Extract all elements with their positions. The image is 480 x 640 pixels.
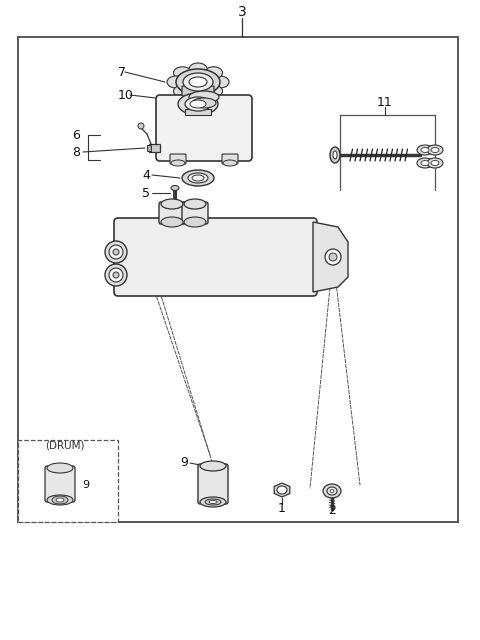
FancyBboxPatch shape [170,154,186,164]
Bar [185,109,211,115]
Ellipse shape [204,67,223,79]
FancyBboxPatch shape [182,86,214,96]
FancyBboxPatch shape [114,218,317,296]
Ellipse shape [188,173,208,183]
Ellipse shape [105,264,127,286]
Ellipse shape [189,63,207,75]
Ellipse shape [171,186,179,191]
Bar [147,145,151,151]
FancyBboxPatch shape [198,464,228,504]
Ellipse shape [427,145,443,155]
Ellipse shape [330,147,340,163]
Ellipse shape [173,85,192,97]
Ellipse shape [325,249,341,265]
Ellipse shape [183,73,213,91]
Text: 10: 10 [118,88,134,102]
Ellipse shape [184,199,206,209]
Text: 3: 3 [238,5,246,19]
Ellipse shape [173,67,192,79]
Ellipse shape [178,93,218,115]
Ellipse shape [189,77,207,87]
Ellipse shape [182,170,214,186]
Ellipse shape [209,500,217,504]
Bar [149,144,160,152]
FancyBboxPatch shape [156,95,252,161]
Text: 2: 2 [328,504,336,516]
Ellipse shape [105,241,127,263]
Ellipse shape [211,76,229,88]
Ellipse shape [52,496,68,504]
Bar [18,440,118,522]
Text: 8: 8 [72,145,80,159]
Ellipse shape [109,245,123,259]
Text: 11: 11 [377,95,393,109]
Ellipse shape [161,199,183,209]
Ellipse shape [192,98,216,108]
Ellipse shape [113,249,119,255]
Ellipse shape [113,272,119,278]
Ellipse shape [192,175,204,181]
Ellipse shape [47,463,73,473]
Ellipse shape [431,147,439,152]
Ellipse shape [47,495,73,505]
FancyBboxPatch shape [159,202,185,224]
Ellipse shape [138,123,144,129]
Ellipse shape [327,487,337,495]
FancyBboxPatch shape [222,154,238,164]
Ellipse shape [184,217,206,227]
Ellipse shape [176,69,220,95]
Text: 9: 9 [82,480,89,490]
Ellipse shape [56,498,64,502]
Ellipse shape [200,461,226,471]
Ellipse shape [189,89,207,101]
Ellipse shape [329,253,337,261]
Text: 7: 7 [118,65,126,79]
Ellipse shape [417,145,433,155]
Ellipse shape [277,486,287,494]
Text: 4: 4 [142,168,150,182]
Ellipse shape [204,85,223,97]
Ellipse shape [421,147,429,152]
Ellipse shape [427,158,443,168]
Polygon shape [313,222,348,292]
Ellipse shape [323,484,341,498]
Ellipse shape [171,160,185,166]
Ellipse shape [431,161,439,166]
Ellipse shape [189,91,219,103]
Text: 6: 6 [72,129,80,141]
Ellipse shape [223,160,237,166]
Text: 5: 5 [142,186,150,200]
Ellipse shape [185,97,211,111]
Ellipse shape [333,151,337,159]
Ellipse shape [330,490,334,493]
Bar [18,37,458,522]
FancyBboxPatch shape [45,466,75,502]
Ellipse shape [190,100,206,108]
Ellipse shape [417,158,433,168]
FancyBboxPatch shape [182,202,208,224]
Text: 1: 1 [278,502,286,515]
Text: (DRUM): (DRUM) [45,441,85,451]
Ellipse shape [109,268,123,282]
Polygon shape [274,483,290,497]
Ellipse shape [167,76,185,88]
Ellipse shape [161,217,183,227]
Ellipse shape [421,161,429,166]
Ellipse shape [200,497,226,507]
Text: 9: 9 [180,456,188,470]
Ellipse shape [205,499,221,505]
